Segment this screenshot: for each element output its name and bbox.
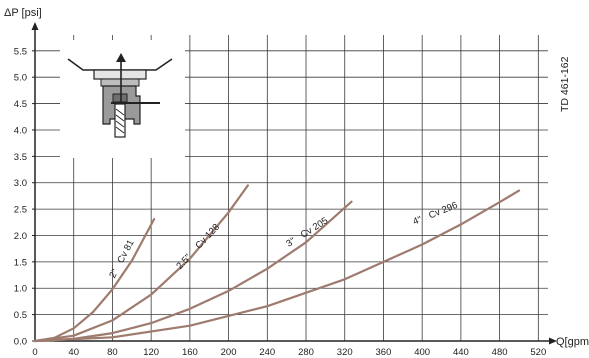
curve-series-1 — [33, 218, 156, 343]
valve-cross-section-icon — [60, 40, 185, 158]
y-axis-label: ΔP [psi] — [4, 7, 42, 19]
curve-label-model: 3" — [284, 236, 297, 250]
chart-ticks: 0 40 80 120 160 200 240 280 320 360 400 440 480 520 0.… — [14, 46, 546, 358]
curve-series-4 — [33, 189, 521, 343]
x-tick-label: 240 — [259, 347, 275, 358]
x-axis-label: Q[gpm] — [556, 336, 589, 348]
y-tick-label: 4.0 — [14, 125, 27, 136]
curve-label-cv: Cv 296 — [427, 200, 459, 221]
x-tick-label: 320 — [337, 347, 353, 358]
x-tick-label: 480 — [492, 347, 508, 358]
curve-label-cv: Cv 128 — [193, 222, 222, 252]
chart-grid — [35, 35, 548, 341]
curve-series-2 — [33, 184, 249, 343]
curve-label-3: 3"Cv 205 — [284, 215, 330, 249]
y-tick-label: 2.5 — [14, 205, 27, 216]
x-tick-label: 400 — [414, 347, 430, 358]
y-tick-label: 2.0 — [14, 231, 27, 242]
curve-label-cv: Cv 205 — [299, 215, 330, 240]
y-tick-label: 0.0 — [14, 337, 27, 348]
y-tick-label: 5.0 — [14, 73, 27, 84]
y-tick-label: 3.0 — [14, 178, 27, 189]
y-tick-label: 0.5 — [14, 310, 27, 321]
curve-series-3 — [33, 200, 353, 343]
curve-label-4: 4" Cv 296 — [411, 200, 459, 228]
x-tick-label: 160 — [182, 347, 198, 358]
x-tick-label: 520 — [530, 347, 546, 358]
y-tick-label: 5.5 — [14, 46, 27, 57]
y-tick-label: 3.5 — [14, 152, 27, 163]
y-tick-label: 4.5 — [14, 99, 27, 110]
x-tick-label: 200 — [221, 347, 237, 358]
curve-label-cv: Cv 81 — [115, 238, 136, 265]
x-tick-label: 360 — [376, 347, 392, 358]
curve-label-2: 2.5"Cv 128 — [174, 222, 222, 272]
x-tick-label: 120 — [143, 347, 159, 358]
x-axis-arrow — [549, 337, 557, 345]
x-tick-label: 40 — [68, 347, 79, 358]
curve-label-model: 2.5" — [174, 252, 193, 272]
document-id: TD 461-162 — [559, 56, 571, 112]
y-tick-label: 1.0 — [14, 284, 27, 295]
x-tick-label: 280 — [298, 347, 314, 358]
y-tick-label: 1.5 — [14, 257, 27, 268]
x-tick-label: 440 — [453, 347, 469, 358]
y-axis-arrow — [31, 22, 39, 30]
x-tick-label: 80 — [107, 347, 118, 358]
curve-label-model: 4" — [411, 214, 423, 227]
x-tick-label: 0 — [32, 347, 37, 358]
